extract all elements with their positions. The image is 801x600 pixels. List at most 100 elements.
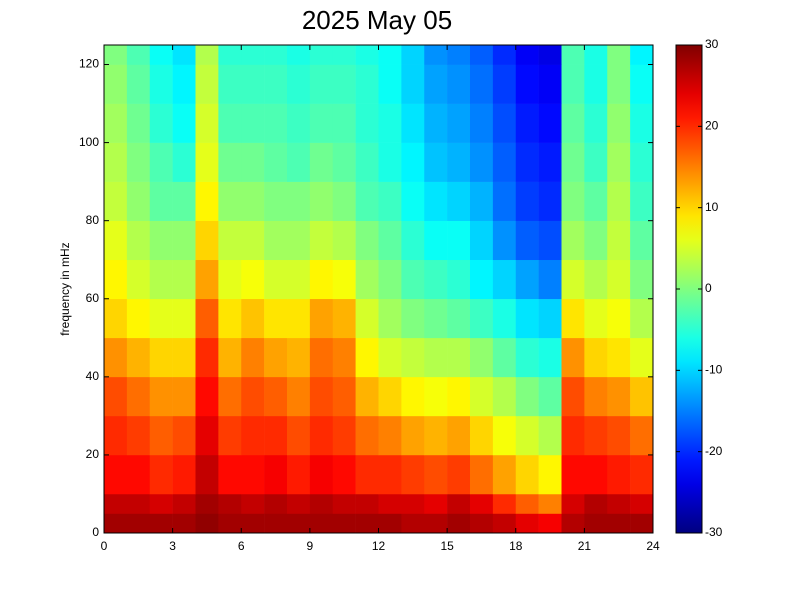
heatmap-cell <box>538 376 562 417</box>
heatmap-cell <box>172 220 196 261</box>
heatmap-cell <box>104 220 128 261</box>
heatmap-cell <box>149 454 173 495</box>
heatmap-cell <box>172 454 196 495</box>
heatmap-cell <box>172 337 196 378</box>
heatmap-cell <box>355 259 379 300</box>
heatmap-cell <box>492 220 517 261</box>
heatmap-cell <box>378 415 402 456</box>
heatmap-cell <box>470 45 494 65</box>
heatmap-cell <box>241 220 265 261</box>
heatmap-cell <box>218 454 242 495</box>
heatmap-cell <box>287 376 311 417</box>
heatmap-cell <box>515 103 539 143</box>
heatmap-cell <box>378 298 402 339</box>
heatmap-cell <box>447 181 471 221</box>
heatmap-cell <box>355 64 379 104</box>
heatmap-cell <box>584 45 608 65</box>
heatmap-cell <box>630 181 654 221</box>
heatmap-cell <box>470 415 494 456</box>
heatmap-cell <box>355 181 379 221</box>
heatmap-cell <box>104 513 128 534</box>
heatmap-cell <box>515 513 539 534</box>
heatmap-cell <box>355 454 379 495</box>
heatmap-cell <box>447 376 471 417</box>
heatmap-cell <box>218 493 242 514</box>
heatmap-cell <box>561 513 585 534</box>
heatmap-cell <box>470 103 494 143</box>
heatmap-cell <box>355 220 379 261</box>
heatmap-cell <box>332 103 356 143</box>
heatmap-cell <box>241 337 265 378</box>
heatmap-cell <box>561 376 585 417</box>
heatmap-cell <box>470 142 494 182</box>
x-tick-label: 21 <box>578 539 592 553</box>
heatmap-cell <box>630 454 654 495</box>
heatmap-cell <box>218 103 242 143</box>
heatmap-cell <box>492 337 517 378</box>
heatmap-cell <box>172 493 196 514</box>
heatmap-cell <box>424 337 448 378</box>
heatmap-cell <box>172 181 196 221</box>
heatmap-cell <box>607 493 631 514</box>
heatmap-cell <box>287 103 311 143</box>
heatmap-cell <box>401 493 425 514</box>
heatmap-cell <box>126 64 151 104</box>
heatmap-cell <box>561 142 585 182</box>
colorbar <box>675 44 703 534</box>
heatmap-cell <box>630 45 654 65</box>
heatmap-cell <box>538 259 562 300</box>
heatmap-cell <box>241 454 265 495</box>
heatmap-cell <box>561 181 585 221</box>
heatmap-cell <box>264 454 288 495</box>
heatmap-cell <box>355 103 379 143</box>
heatmap-cell <box>264 64 288 104</box>
heatmap-cell <box>470 454 494 495</box>
heatmap-cell <box>172 376 196 417</box>
heatmap-cell <box>264 337 288 378</box>
heatmap-cell <box>241 493 265 514</box>
x-tick-label: 18 <box>509 539 523 553</box>
heatmap-cell <box>172 64 196 104</box>
heatmap-cell <box>149 103 173 143</box>
heatmap-cell <box>470 337 494 378</box>
heatmap-cell <box>126 513 151 534</box>
heatmap-cell <box>607 513 631 534</box>
heatmap-cell <box>195 45 219 65</box>
heatmap-cell <box>287 259 311 300</box>
heatmap-cell <box>378 337 402 378</box>
heatmap-cell <box>538 454 562 495</box>
heatmap-cell <box>401 454 425 495</box>
heatmap-cell <box>561 259 585 300</box>
heatmap-cell <box>561 298 585 339</box>
heatmap-cell <box>470 259 494 300</box>
heatmap-cell <box>401 142 425 182</box>
heatmap-cell <box>126 220 151 261</box>
heatmap-cell <box>195 298 219 339</box>
heatmap-cell <box>424 493 448 514</box>
heatmap-cell <box>470 513 494 534</box>
heatmap-cell <box>584 415 608 456</box>
heatmap-cell <box>218 298 242 339</box>
heatmap-cell <box>424 64 448 104</box>
heatmap-cell <box>492 45 517 65</box>
heatmap-cell <box>264 493 288 514</box>
heatmap-cell <box>424 220 448 261</box>
heatmap-cell <box>149 337 173 378</box>
heatmap-cell <box>492 376 517 417</box>
heatmap-cell <box>332 298 356 339</box>
heatmap-cell <box>126 45 151 65</box>
heatmap-cell <box>492 142 517 182</box>
heatmap-cell <box>492 181 517 221</box>
heatmap-cell <box>401 64 425 104</box>
heatmap-cell <box>126 454 151 495</box>
heatmap-cell <box>584 259 608 300</box>
heatmap-cell <box>538 415 562 456</box>
heatmap-cell <box>630 103 654 143</box>
heatmap-cell <box>378 103 402 143</box>
heatmap-cell <box>630 337 654 378</box>
heatmap-cell <box>515 45 539 65</box>
heatmap-cell <box>447 45 471 65</box>
heatmap-cell <box>264 220 288 261</box>
colorbar-tick-label: -10 <box>705 363 723 377</box>
heatmap-cell <box>401 103 425 143</box>
